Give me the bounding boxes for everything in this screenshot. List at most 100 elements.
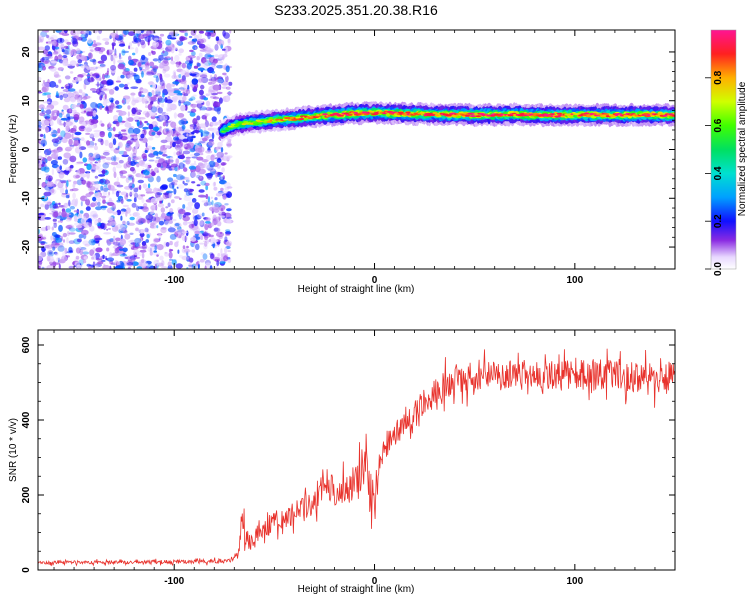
noise-blob <box>58 224 63 232</box>
noise-blob <box>43 235 47 238</box>
noise-blob <box>100 185 104 191</box>
noise-blob <box>152 252 160 256</box>
noise-blob <box>97 261 104 265</box>
noise-blob <box>151 89 155 96</box>
noise-blob <box>154 89 159 94</box>
noise-blob <box>81 73 87 76</box>
noise-blob <box>206 154 212 161</box>
noise-blob <box>189 111 196 117</box>
noise-blob <box>218 54 226 60</box>
noise-blob <box>89 49 93 52</box>
noise-blob <box>49 176 52 181</box>
noise-blob <box>102 73 106 80</box>
noise-blob <box>117 115 123 123</box>
noise-blob <box>164 220 171 226</box>
colorbar-tick-label: 0.2 <box>713 214 724 228</box>
noise-blob <box>182 214 186 218</box>
noise-blob <box>119 56 123 60</box>
noise-blob <box>145 142 148 148</box>
noise-blob <box>104 139 109 146</box>
noise-blob <box>73 114 80 121</box>
noise-blob <box>181 62 186 69</box>
noise-blob <box>51 168 55 176</box>
noise-blob <box>204 223 209 230</box>
noise-blob <box>196 220 204 226</box>
noise-blob <box>148 52 152 56</box>
noise-blob <box>84 55 88 63</box>
noise-blob <box>85 132 91 135</box>
noise-blob <box>146 264 154 269</box>
noise-blob <box>74 131 82 136</box>
noise-blob <box>122 247 128 253</box>
noise-blob <box>191 198 197 203</box>
noise-blob <box>140 194 146 197</box>
noise-blob <box>223 255 229 262</box>
noise-blob <box>120 197 124 204</box>
noise-blob <box>176 40 184 46</box>
noise-blob <box>57 128 61 134</box>
noise-blob <box>88 46 95 49</box>
noise-blob <box>100 54 108 62</box>
noise-blob <box>107 127 114 132</box>
noise-blob <box>120 74 125 79</box>
noise-blob <box>198 43 206 49</box>
noise-blob <box>141 252 145 259</box>
noise-blob <box>91 256 94 260</box>
noise-blob <box>40 215 47 221</box>
noise-blob <box>51 188 55 194</box>
noise-blob <box>118 43 126 47</box>
noise-blob <box>65 167 70 171</box>
noise-blob <box>176 151 181 156</box>
noise-blob <box>220 187 224 192</box>
noise-blob <box>95 247 103 253</box>
noise-blob <box>206 93 212 96</box>
noise-blob <box>205 150 213 154</box>
noise-blob <box>101 87 105 94</box>
noise-blob <box>106 207 114 214</box>
noise-blob <box>75 162 82 166</box>
noise-blob <box>172 179 179 183</box>
noise-blob <box>56 37 65 44</box>
noise-blob <box>185 121 189 124</box>
noise-blob <box>54 180 58 185</box>
noise-blob <box>96 81 100 88</box>
noise-blob <box>86 111 95 117</box>
noise-blob <box>129 216 135 221</box>
noise-blob <box>172 70 177 76</box>
noise-blob <box>155 76 159 83</box>
noise-blob <box>135 140 139 148</box>
noise-blob <box>218 204 226 211</box>
noise-blob <box>138 218 146 224</box>
noise-blob <box>160 86 163 90</box>
noise-blob <box>167 101 173 109</box>
noise-blob <box>122 95 131 100</box>
noise-blob <box>204 241 208 247</box>
noise-blob <box>83 126 92 133</box>
ridge-cell <box>583 112 590 115</box>
noise-blob <box>111 156 115 162</box>
noise-blob <box>174 35 178 38</box>
noise-blob <box>44 107 52 110</box>
noise-blob <box>173 90 181 94</box>
noise-blob <box>183 93 189 97</box>
noise-blob <box>154 263 158 269</box>
noise-blob <box>198 89 204 96</box>
noise-blob <box>224 50 228 55</box>
noise-blob <box>65 148 71 152</box>
noise-blob <box>142 34 150 37</box>
noise-blob <box>115 164 122 169</box>
noise-blob <box>153 250 157 253</box>
noise-blob <box>145 165 149 170</box>
noise-blob <box>179 176 185 181</box>
noise-blob <box>116 199 122 203</box>
noise-blob <box>41 266 45 269</box>
noise-blob <box>178 60 181 66</box>
noise-blob <box>195 243 200 251</box>
spectrogram-ytick-label: 20 <box>21 46 32 58</box>
ridge-cell <box>266 120 272 123</box>
noise-blob <box>192 130 201 133</box>
noise-blob <box>108 89 115 95</box>
noise-blob <box>89 59 97 63</box>
noise-blob <box>183 167 188 172</box>
noise-blob <box>87 37 93 44</box>
